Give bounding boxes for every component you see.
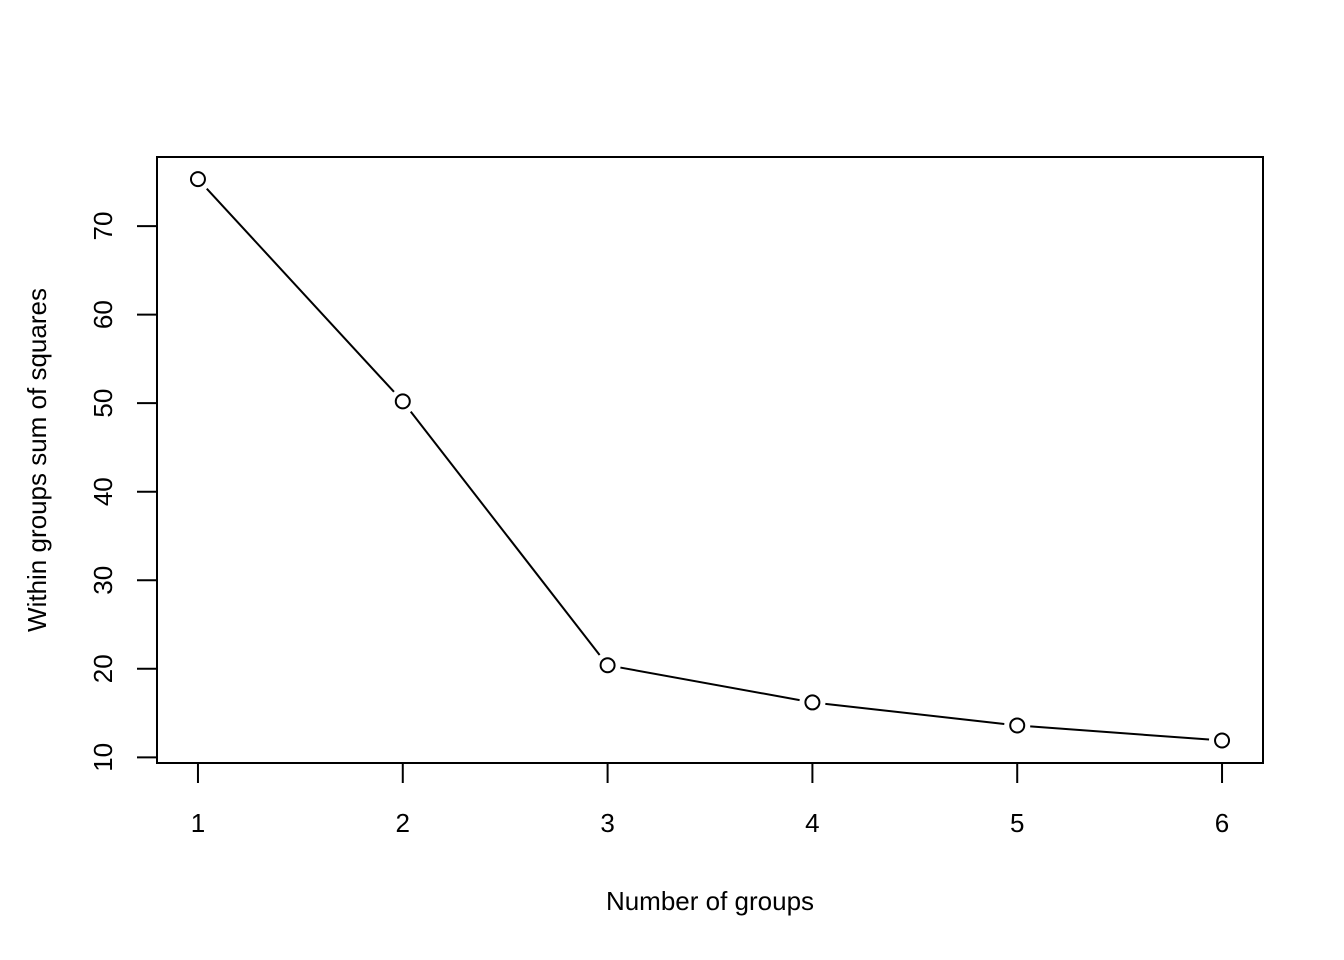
series-segment xyxy=(620,666,800,702)
x-tick-label: 4 xyxy=(805,808,819,838)
data-point xyxy=(804,694,821,711)
x-tick-label: 3 xyxy=(600,808,614,838)
series-segment xyxy=(825,702,1005,725)
x-axis-label: Number of groups xyxy=(606,886,814,916)
data-point xyxy=(599,657,616,674)
x-tick-label: 2 xyxy=(396,808,410,838)
y-tick-label: 20 xyxy=(88,654,118,683)
data-point xyxy=(1214,732,1231,749)
series-segment xyxy=(1030,725,1210,741)
y-axis-label: Within groups sum of squares xyxy=(22,288,52,632)
series xyxy=(189,171,1231,749)
y-tick-label: 70 xyxy=(88,212,118,241)
x-tick-label: 5 xyxy=(1010,808,1024,838)
y-axis: 10 20 30 40 50 60 70 xyxy=(88,212,158,772)
y-tick-label: 30 xyxy=(88,566,118,595)
data-point xyxy=(189,171,206,188)
plot-frame xyxy=(156,156,1264,764)
x-tick-label: 6 xyxy=(1215,808,1229,838)
y-tick-label: 40 xyxy=(88,477,118,506)
x-tick-label: 1 xyxy=(191,808,205,838)
series-segment xyxy=(206,188,395,393)
y-tick-label: 60 xyxy=(88,300,118,329)
x-axis: 1 2 3 4 5 6 xyxy=(191,762,1229,838)
y-tick-label: 10 xyxy=(88,743,118,772)
data-point xyxy=(1009,717,1026,734)
data-point xyxy=(394,393,411,410)
series-segment xyxy=(409,411,601,656)
y-tick-label: 50 xyxy=(88,389,118,418)
